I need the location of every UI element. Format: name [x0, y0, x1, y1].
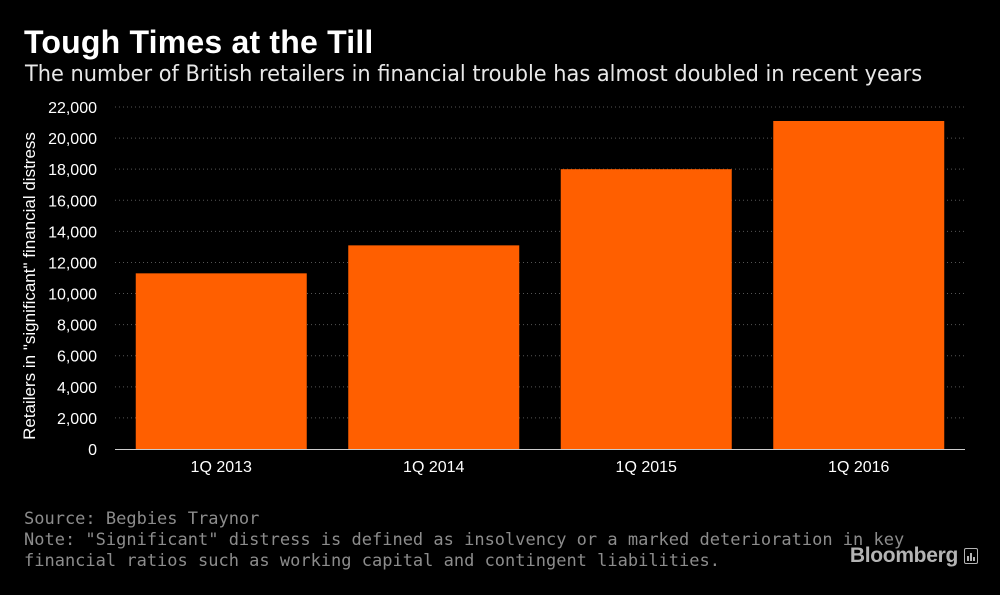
y-tick-label: 10,000 [48, 287, 97, 304]
bar [135, 273, 307, 449]
y-tick-labels: 0 2,000 4,000 6,000 8,000 10,000 12,000 14,000 1… [48, 100, 97, 459]
y-tick-label: 16,000 [48, 193, 97, 210]
note-line-2: financial ratios such as working capital… [24, 551, 720, 571]
x-tick-label: 1Q 2014 [403, 459, 464, 476]
x-tick-label: 1Q 2013 [191, 459, 252, 476]
chart-title: Tough Times at the Till [24, 24, 374, 60]
y-tick-label: 14,000 [48, 224, 97, 241]
y-tick-label: 4,000 [57, 380, 97, 397]
bar [773, 120, 945, 449]
bloomberg-logo: Bloomberg [850, 544, 978, 568]
bar-chart: 0 2,000 4,000 6,000 8,000 10,000 12,000 14,000 1… [20, 100, 965, 476]
x-tick-labels: 1Q 2013 1Q 2014 1Q 2015 1Q 2016 [191, 459, 890, 476]
y-tick-label: 22,000 [48, 100, 97, 117]
chart-subtitle: The number of British retailers in finan… [25, 62, 923, 87]
bloomberg-chart-icon [964, 548, 978, 564]
bars [135, 120, 945, 449]
y-axis-label: Retailers in "significant" financial dis… [20, 132, 39, 440]
y-tick-label: 8,000 [57, 318, 97, 335]
y-tick-label: 0 [88, 442, 97, 459]
note-line-1: Note: "Significant" distress is defined … [24, 530, 905, 550]
y-tick-label: 12,000 [48, 255, 97, 272]
x-tick-label: 1Q 2015 [616, 459, 677, 476]
footer: Source: Begbies Traynor Note: "Significa… [24, 509, 904, 572]
bar [348, 245, 520, 449]
y-tick-label: 6,000 [57, 349, 97, 366]
brand-name: Bloomberg [849, 544, 958, 567]
y-tick-label: 2,000 [57, 411, 97, 428]
bar [560, 169, 732, 449]
x-tick-label: 1Q 2016 [828, 459, 889, 476]
source-text: Source: Begbies Traynor [24, 509, 260, 529]
y-tick-label: 18,000 [48, 162, 97, 179]
y-tick-label: 20,000 [48, 131, 97, 148]
